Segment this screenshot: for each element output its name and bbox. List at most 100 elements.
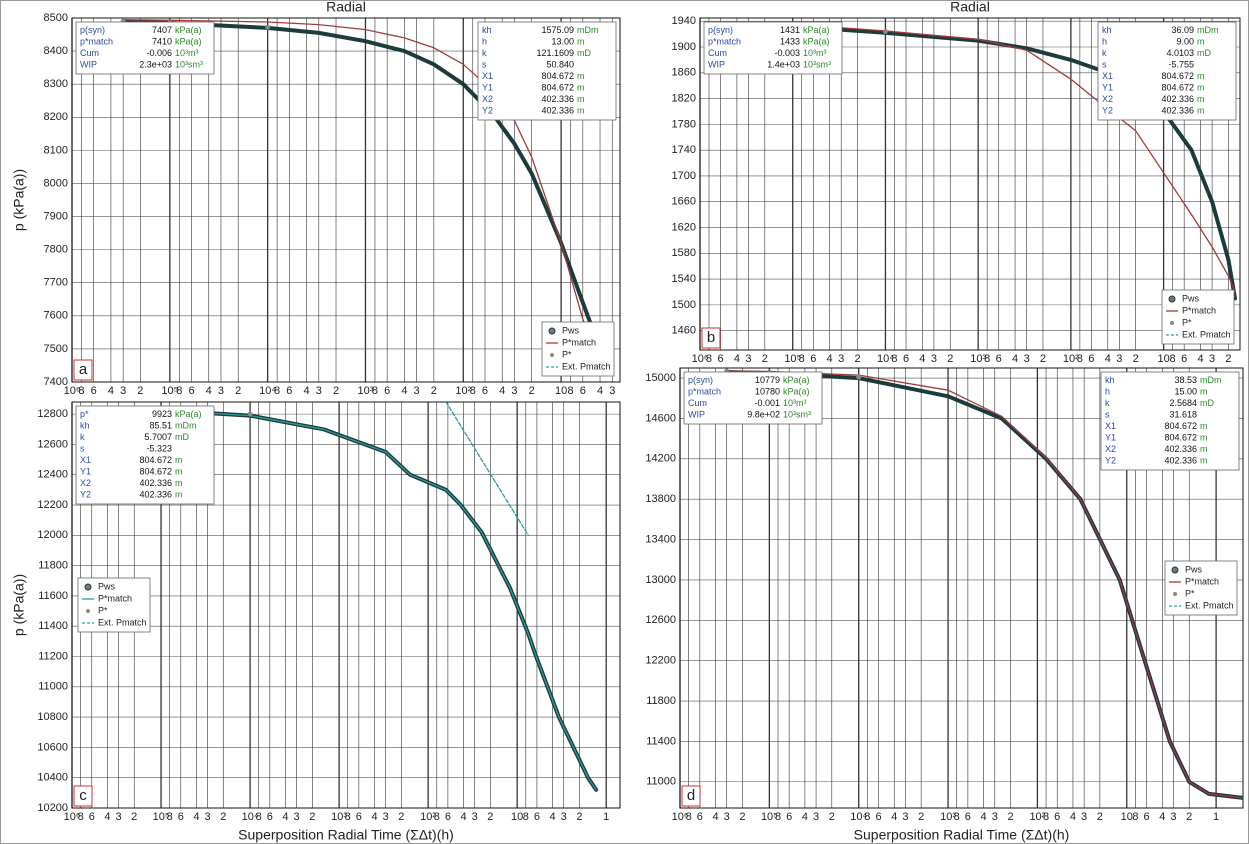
- legend-label: P*match: [98, 593, 132, 603]
- info-text: m: [1200, 421, 1208, 431]
- y-tick-label: 8000: [44, 177, 68, 189]
- legend-label: P*: [562, 349, 572, 359]
- y-tick-label: 10800: [37, 711, 68, 723]
- info-text: m: [577, 37, 585, 47]
- info-box: [1097, 21, 1237, 121]
- info-box: [703, 21, 843, 75]
- x-tick-label: 2: [333, 385, 339, 397]
- series-line: [133, 408, 597, 791]
- info-text: Y2: [80, 490, 91, 500]
- y-tick-label: 7900: [44, 210, 68, 222]
- x-tick-label: 3: [838, 353, 844, 365]
- y-tick-label: 7500: [44, 343, 68, 355]
- x-tick-label: 10³: [358, 385, 374, 397]
- x-tick-label: 2: [1133, 353, 1139, 365]
- info-text: m: [175, 478, 183, 488]
- info-text: 5.7007: [144, 432, 172, 442]
- panel-label: a: [79, 361, 88, 378]
- y-tick-label: 7800: [44, 244, 68, 256]
- x-tick-label: 2: [529, 385, 535, 397]
- info-text: 804.672: [139, 467, 172, 477]
- x-axis-label: Superposition Radial Time (ΣΔt)(h): [854, 827, 1070, 843]
- info-text: kPa(a): [175, 25, 202, 35]
- y-tick-label: 1940: [672, 15, 696, 27]
- x-tick-label: 4: [461, 811, 467, 823]
- info-text: WIP: [80, 60, 97, 70]
- x-tick-label: 3: [383, 811, 389, 823]
- series-group: [724, 368, 1243, 800]
- x-tick-label: 2: [1225, 353, 1231, 365]
- x-tick-label: 4: [550, 811, 556, 823]
- panel: 7400 7500 7600 7700 7800 7900 8000 8100 8200 8300…: [11, 0, 621, 397]
- x-tick-label: 8: [799, 353, 805, 365]
- info-text: m: [577, 106, 585, 116]
- info-text: m: [1200, 456, 1208, 466]
- x-tick-label: 10⁵: [761, 811, 778, 823]
- x-tick-label: 2: [1097, 811, 1103, 823]
- x-tick-label: 8: [176, 385, 182, 397]
- x-tick-label: 10⁶: [64, 811, 81, 823]
- x-tick-label: 6: [534, 811, 540, 823]
- info-text: 402.336: [139, 478, 172, 488]
- info-text: m: [1197, 71, 1205, 81]
- x-tick-label: 3: [813, 811, 819, 823]
- y-tick-label: 1540: [672, 273, 696, 285]
- point: [265, 24, 271, 30]
- info-text: 402.336: [1164, 444, 1197, 454]
- info-text: 402.336: [139, 490, 172, 500]
- y-tick-label: 13800: [645, 493, 676, 505]
- info-text: 38.53: [1174, 375, 1197, 385]
- info-text: p*match: [708, 37, 741, 47]
- x-tick-label: 3: [992, 811, 998, 823]
- info-text: m: [1200, 444, 1208, 454]
- y-tick-label: 10400: [37, 772, 68, 784]
- x-tick-label: 3: [902, 811, 908, 823]
- info-text: kh: [80, 421, 90, 431]
- x-tick-label: 6: [786, 811, 792, 823]
- panel: 11000 11400 11800 12200 12600 13000 13400 13800…: [645, 367, 1244, 843]
- info-text: 10³sm³: [803, 60, 831, 70]
- x-tick-label: 8: [984, 353, 990, 365]
- info-text: 4.0103: [1166, 48, 1194, 58]
- x-tick-label: 4: [827, 353, 833, 365]
- y-axis-label: p (kPa(a)): [11, 574, 27, 636]
- info-text: m: [577, 83, 585, 93]
- x-tick-label: 3: [218, 385, 224, 397]
- y-tick-label: 14200: [645, 453, 676, 465]
- y-tick-label: 12600: [37, 438, 68, 450]
- info-text: 1.4e+03: [767, 60, 800, 70]
- info-text: m: [175, 455, 183, 465]
- info-box: [683, 371, 823, 425]
- info-text: 85.51: [149, 421, 172, 431]
- legend-swatch: [1171, 566, 1179, 574]
- info-text: 804.672: [1161, 83, 1194, 93]
- info-text: kPa(a): [803, 37, 830, 47]
- info-text: s: [1102, 60, 1107, 70]
- x-tick-label: 6: [91, 385, 97, 397]
- x-tick-label: 4: [193, 811, 199, 823]
- legend-swatch: [1168, 295, 1176, 303]
- y-tick-label: 12400: [37, 469, 68, 481]
- info-text: Cum: [688, 398, 707, 408]
- point: [856, 374, 862, 380]
- y-tick-label: 1620: [672, 221, 696, 233]
- series-group: [120, 18, 615, 368]
- y-tick-label: 11000: [38, 681, 68, 693]
- info-text: -0.001: [754, 398, 780, 408]
- x-tick-label: 10⁴: [259, 385, 276, 397]
- x-tick-label: 10⁶: [64, 385, 81, 397]
- x-tick-label: 8: [568, 385, 574, 397]
- y-tick-label: 12600: [645, 614, 676, 626]
- x-tick-label: 10⁴: [242, 811, 259, 823]
- legend-label: Pws: [1182, 293, 1200, 303]
- info-text: X2: [1105, 444, 1116, 454]
- x-tick-label: 2: [854, 353, 860, 365]
- info-text: 10³m³: [783, 398, 807, 408]
- x-tick-label: 2: [137, 385, 143, 397]
- legend-swatch: [84, 583, 92, 591]
- info-text: k: [80, 432, 85, 442]
- x-tick-label: 10: [555, 385, 567, 397]
- y-tick-label: 1580: [672, 247, 696, 259]
- series-line: [122, 19, 601, 360]
